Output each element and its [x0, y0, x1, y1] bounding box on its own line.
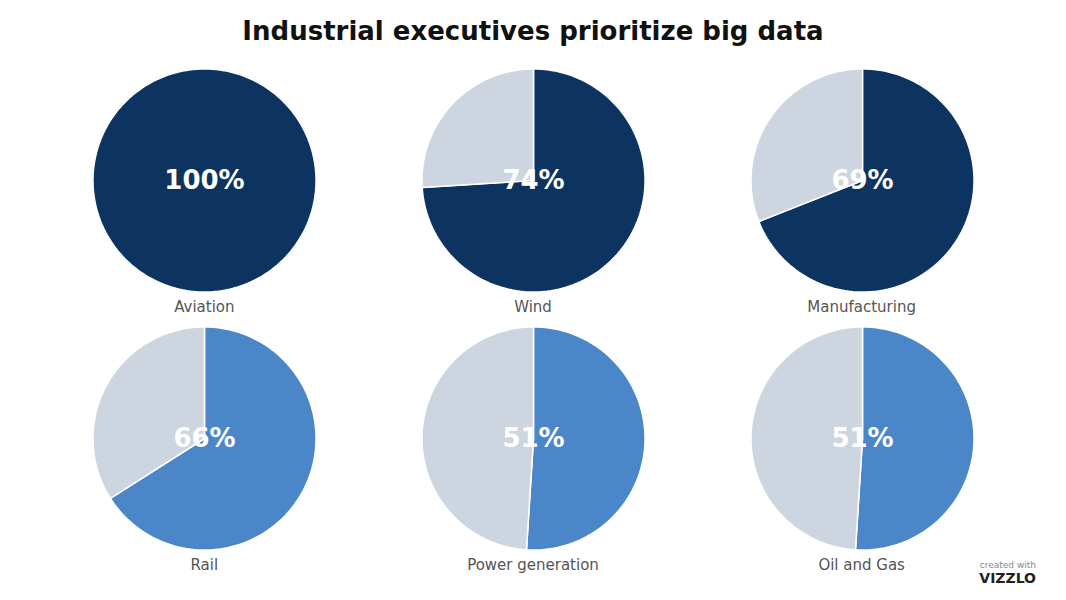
svg-text:51%: 51%: [831, 423, 893, 453]
svg-text:51%: 51%: [502, 423, 564, 453]
html-text:VIZZLO: VIZZLO: [979, 570, 1036, 586]
html-text:Aviation: Aviation: [174, 298, 235, 316]
html-text:Industrial executives prioriti: Industrial executives prioritize big dat…: [242, 16, 824, 46]
svg-text:66%: 66%: [174, 423, 236, 453]
html-text:Manufacturing: Manufacturing: [807, 298, 916, 316]
html-text:Power generation: Power generation: [467, 556, 599, 574]
svg-text:69%: 69%: [831, 165, 893, 195]
svg-text:100%: 100%: [165, 165, 245, 195]
svg-text:74%: 74%: [502, 165, 564, 195]
html-text:Wind: Wind: [514, 298, 552, 316]
html-text:created with: created with: [979, 560, 1036, 570]
html-text:Oil and Gas: Oil and Gas: [818, 556, 905, 574]
html-text:Rail: Rail: [190, 556, 219, 574]
